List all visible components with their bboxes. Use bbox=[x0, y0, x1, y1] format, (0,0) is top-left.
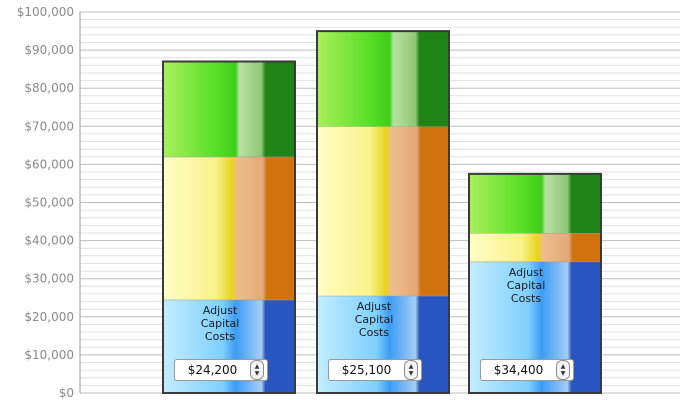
stepper-up-icon[interactable]: ▲ bbox=[254, 363, 260, 370]
y-tick-label: $60,000 bbox=[24, 157, 74, 171]
adjust-capital-costs-label: Adjust Capital Costs bbox=[506, 265, 546, 305]
y-tick-label: $20,000 bbox=[24, 310, 74, 324]
capital-cost-input[interactable]: $34,400 ▲ ▼ bbox=[480, 359, 574, 381]
bar-segment-green bbox=[470, 173, 600, 233]
capital-cost-input[interactable]: $25,100 ▲ ▼ bbox=[328, 359, 422, 381]
stepper-up-icon[interactable]: ▲ bbox=[560, 363, 566, 370]
adjust-capital-costs-label: Adjust Capital Costs bbox=[354, 299, 394, 339]
bar-segment-green bbox=[318, 31, 448, 127]
capital-cost-value[interactable]: $24,200 bbox=[187, 363, 238, 377]
y-axis-ticks: $0 $10,000 $20,000 $30,000 $40,000 $50,000 $60… bbox=[17, 5, 74, 400]
y-tick-label: $100,000 bbox=[17, 5, 74, 19]
stepper-icon[interactable]: ▲ ▼ bbox=[404, 360, 418, 380]
capital-cost-value[interactable]: $25,100 bbox=[341, 363, 392, 377]
stepper-up-icon[interactable]: ▲ bbox=[408, 363, 414, 370]
bars bbox=[162, 30, 602, 394]
bar-frame bbox=[316, 30, 450, 394]
y-tick-label: $90,000 bbox=[24, 43, 74, 57]
y-tick-label: $70,000 bbox=[24, 119, 74, 133]
y-tick-label: $50,000 bbox=[24, 196, 74, 210]
y-tick-label: $10,000 bbox=[24, 348, 74, 362]
bar-frame bbox=[162, 60, 296, 394]
bar-segment-green bbox=[164, 61, 294, 157]
stepper-down-icon[interactable]: ▼ bbox=[560, 370, 566, 377]
y-tick-label: $30,000 bbox=[24, 272, 74, 286]
bar-segment-yellow bbox=[318, 126, 448, 296]
stepper-icon[interactable]: ▲ ▼ bbox=[250, 360, 264, 380]
y-tick-label: $40,000 bbox=[24, 234, 74, 248]
bar-segment-yellow bbox=[470, 233, 600, 262]
adjust-capital-costs-label: Adjust Capital Costs bbox=[200, 303, 240, 343]
bar-segment-yellow bbox=[164, 156, 294, 300]
y-tick-label: $0 bbox=[59, 386, 74, 400]
bar-frame bbox=[468, 172, 602, 394]
capital-cost-input[interactable]: $24,200 ▲ ▼ bbox=[174, 359, 268, 381]
y-tick-label: $80,000 bbox=[24, 81, 74, 95]
capital-cost-value[interactable]: $34,400 bbox=[493, 363, 544, 377]
stepper-icon[interactable]: ▲ ▼ bbox=[556, 360, 570, 380]
stepper-down-icon[interactable]: ▼ bbox=[408, 370, 414, 377]
stepper-down-icon[interactable]: ▼ bbox=[254, 370, 260, 377]
